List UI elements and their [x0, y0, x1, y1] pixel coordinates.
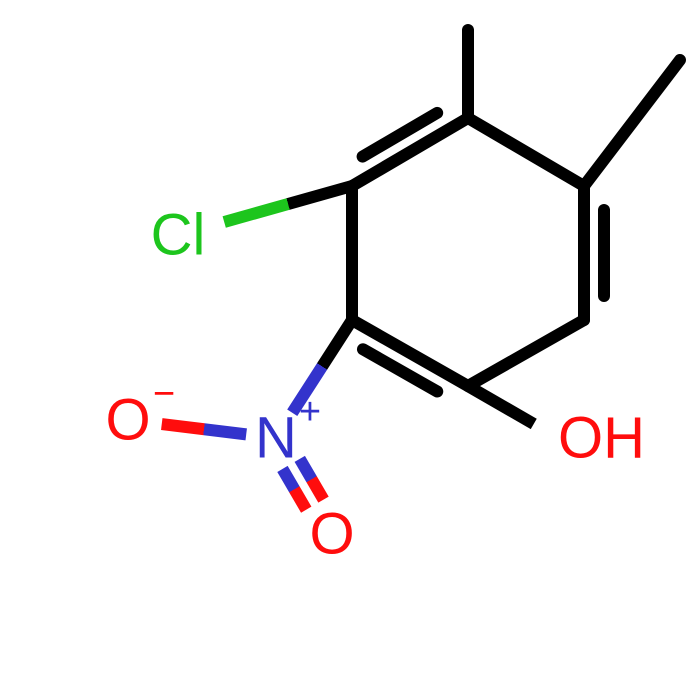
atom-charge-n: +: [299, 391, 321, 433]
molecule-canvas: OHClN+O−O: [0, 0, 700, 700]
atom-label-cl: Cl: [151, 203, 206, 268]
atom-charge-o_single: −: [153, 373, 175, 415]
atom-label-o_double: O: [309, 502, 354, 567]
atom-label-o_single: O: [105, 388, 150, 453]
atom-label-n: N: [255, 406, 297, 471]
atom-label-oh: OH: [558, 406, 645, 471]
